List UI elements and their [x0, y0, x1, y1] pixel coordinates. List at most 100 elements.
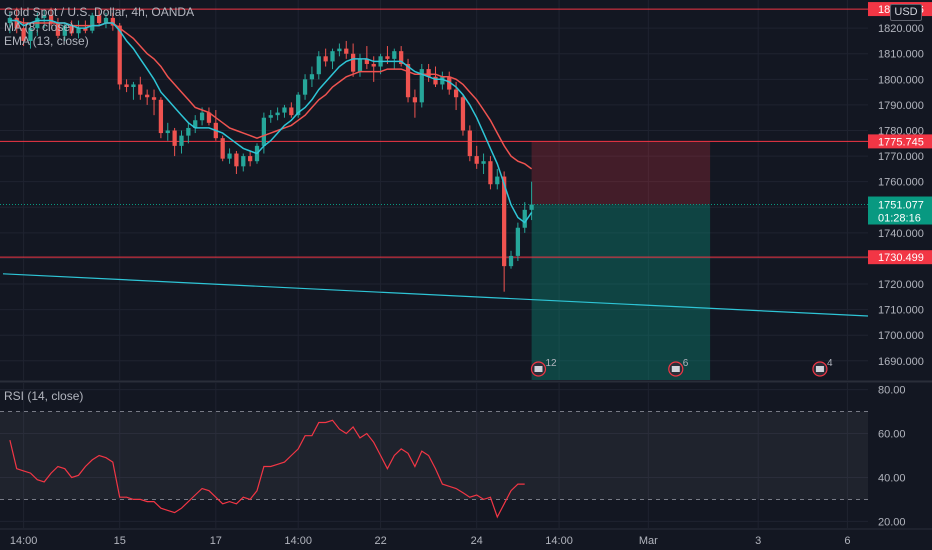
price-tick-label: 1740.000 [878, 228, 924, 240]
candle [392, 51, 397, 59]
candle [199, 112, 205, 121]
price-tick-label: 1700.000 [878, 330, 924, 342]
price-tick-label: 1760.000 [878, 177, 924, 189]
candle [42, 15, 47, 18]
candle [220, 138, 225, 159]
candle [323, 56, 328, 62]
candle [419, 69, 424, 103]
candle [117, 25, 122, 85]
price-tick-label: 1720.000 [878, 279, 924, 291]
time-tick-label: Mar [639, 535, 658, 547]
candle [289, 107, 294, 116]
candle [502, 176, 507, 267]
candle [412, 97, 418, 103]
candle [186, 127, 191, 136]
candle [14, 17, 19, 29]
rsi-legend[interactable]: RSI (14, close) [4, 389, 84, 403]
candle [96, 15, 102, 24]
time-tick-label: 14:00 [284, 535, 312, 547]
time-tick-label: 17 [210, 535, 222, 547]
candle [440, 76, 445, 85]
candle [282, 107, 287, 113]
event-flag-icon [671, 366, 680, 372]
candle [522, 209, 527, 228]
candle [21, 28, 26, 41]
level-price-label: 1730.499 [878, 252, 924, 264]
ma-line [9, 19, 533, 224]
rsi-tick-label: 80.00 [878, 385, 906, 397]
candle [138, 84, 143, 95]
candle [193, 120, 198, 128]
candle [165, 130, 170, 134]
price-tick-label: 1820.000 [878, 23, 924, 35]
candle [268, 115, 273, 118]
ema-legend[interactable]: EMA (13, close) [4, 34, 89, 48]
candle [433, 76, 438, 85]
price-tick-label: 1800.000 [878, 74, 924, 86]
candle [234, 153, 239, 167]
symbol-legend[interactable]: Gold Spot / U.S. Dollar, 4h, OANDA [4, 5, 195, 19]
candle [69, 25, 74, 34]
candle [241, 156, 246, 167]
candle [467, 130, 472, 157]
candle [488, 161, 493, 185]
time-tick-label: 15 [114, 535, 126, 547]
time-tick-label: 24 [471, 535, 483, 547]
candle [90, 15, 95, 31]
time-tick-label: 14:00 [545, 535, 573, 547]
rsi-tick-label: 40.00 [878, 472, 906, 484]
candle [124, 84, 129, 88]
level-price-label: 1775.745 [878, 136, 924, 148]
candle [296, 94, 301, 116]
time-tick-label: 22 [374, 535, 386, 547]
candle [28, 28, 33, 41]
currency-badge[interactable]: USD [890, 4, 922, 21]
candle [364, 58, 369, 64]
candle [158, 99, 164, 134]
candle [474, 156, 479, 164]
candle [206, 112, 212, 123]
candle [151, 97, 157, 100]
time-tick-label: 3 [755, 535, 761, 547]
candle [172, 130, 177, 146]
candle [248, 156, 253, 162]
candle [316, 56, 321, 75]
candle [302, 79, 308, 95]
price-tick-label: 1770.000 [878, 151, 924, 163]
event-flag-icon [815, 366, 824, 372]
bar-countdown-label: 01:28:16 [878, 213, 921, 225]
time-tick-label: 14:00 [10, 535, 38, 547]
ma-legend[interactable]: MA (8, close) [4, 20, 75, 34]
candle [103, 17, 109, 24]
candle [83, 28, 88, 31]
level-price-badge [868, 250, 932, 265]
candle [515, 227, 521, 256]
candle [508, 255, 514, 267]
candle [275, 112, 280, 116]
candle [447, 76, 452, 90]
candle [48, 15, 54, 24]
candle [261, 117, 267, 146]
candle [481, 161, 486, 164]
trend-line [2, 273, 869, 317]
candle [7, 17, 12, 24]
candle [110, 17, 115, 26]
candle [385, 56, 390, 59]
level-price-badge [868, 134, 932, 149]
candle [309, 74, 315, 80]
candle [145, 94, 150, 98]
rsi-tick-label: 60.00 [878, 429, 906, 441]
candle [426, 69, 431, 77]
candle [131, 84, 136, 88]
price-axis [868, 0, 932, 550]
candle [62, 25, 67, 36]
rsi-tick-label: 20.00 [878, 516, 906, 528]
event-flag-icon [534, 366, 543, 372]
position-reward-zone [531, 204, 711, 380]
rsi-band-fill [0, 411, 868, 500]
price-tick-label: 1790.000 [878, 100, 924, 112]
candle [179, 135, 184, 146]
current-price-label: 1751.077 [878, 200, 924, 212]
